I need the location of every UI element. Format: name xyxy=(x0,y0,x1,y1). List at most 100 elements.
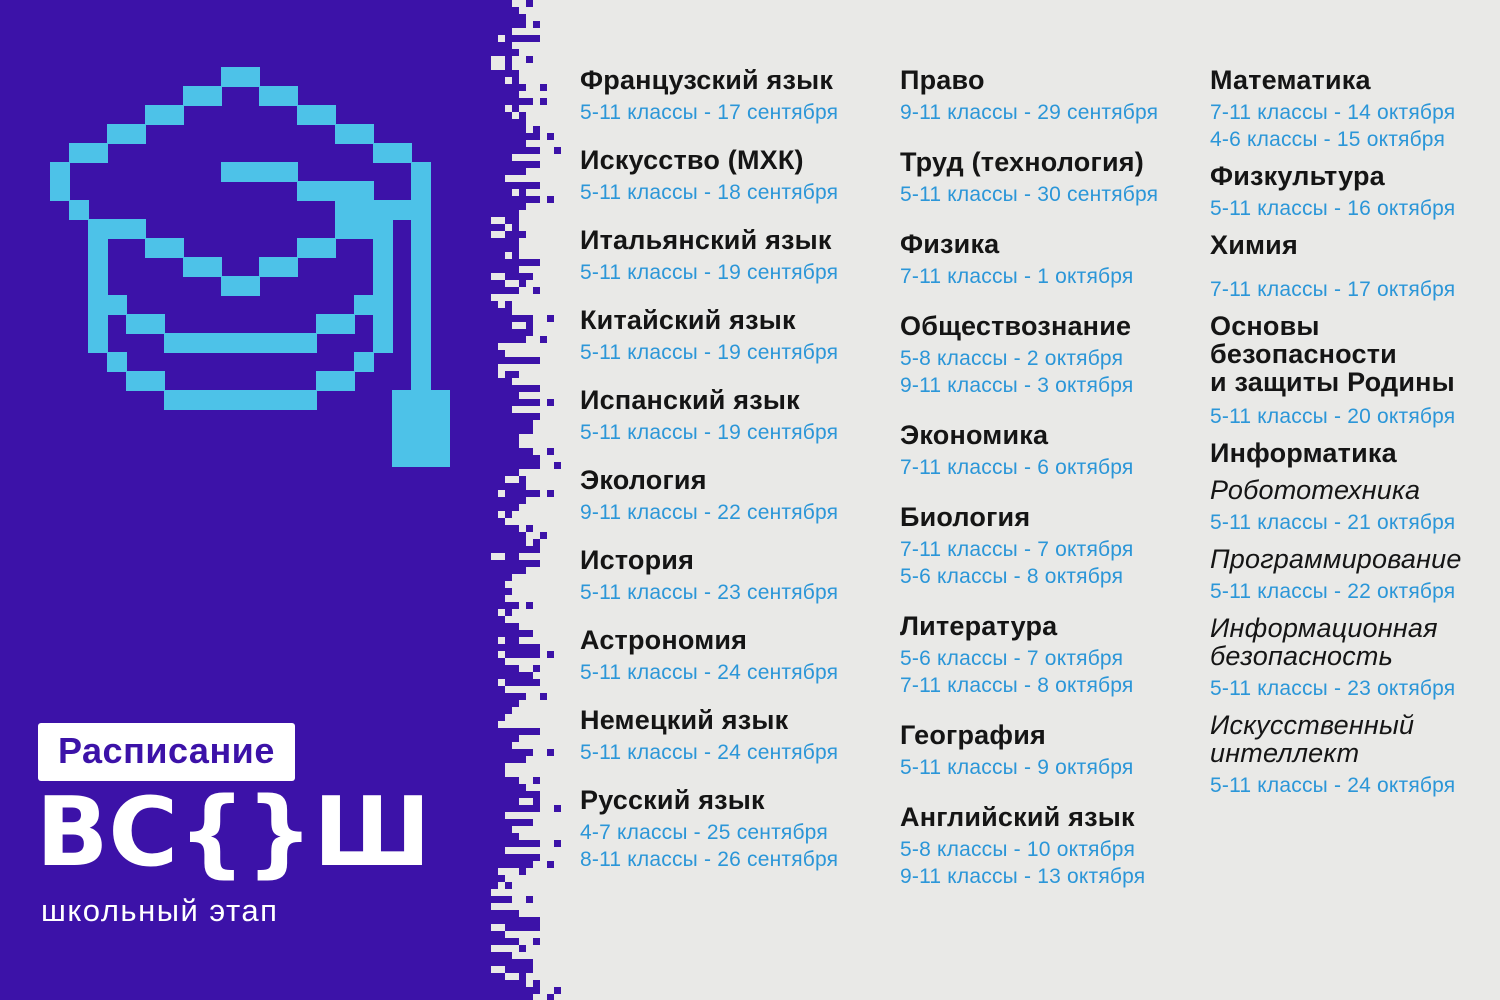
subject-title: Экология xyxy=(580,465,707,495)
cap-pixel xyxy=(297,238,317,258)
date-line: 7-11 классы - 17 октября xyxy=(1210,278,1456,301)
subject-title: Биология xyxy=(900,502,1031,532)
cap-pixel xyxy=(411,371,431,391)
subject-title: Литература xyxy=(900,611,1058,641)
subject-dates: 5-11 классы - 24 октября xyxy=(1210,772,1495,799)
cap-pixel xyxy=(297,333,317,353)
schedule-badge-label: Расписание xyxy=(58,730,275,771)
cap-pixel xyxy=(335,124,355,144)
cap-pixel xyxy=(50,162,70,182)
cap-pixel xyxy=(411,219,431,239)
cap-pixel xyxy=(107,295,127,315)
cap-pixel xyxy=(373,295,393,315)
subject-dates: 7-11 классы - 17 октября xyxy=(1210,276,1495,303)
subject-entry: Основы безопасности и защиты Родины 5-11 … xyxy=(1210,312,1495,430)
subject-entry: Физика 7-11 классы - 1 октября xyxy=(900,230,1210,290)
cap-pixel xyxy=(373,219,393,239)
cap-pixel xyxy=(107,352,127,372)
date-line: 5-11 классы - 23 сентября xyxy=(580,581,839,604)
date-line: 7-11 классы - 14 октября xyxy=(1210,101,1456,124)
cap-pixel xyxy=(411,333,431,353)
cap-pixel xyxy=(354,219,374,239)
cap-pixel xyxy=(373,238,393,258)
subject-title: Химия xyxy=(1210,230,1298,260)
cap-pixel xyxy=(278,162,298,182)
subject-dates: 5-11 классы - 19 сентября xyxy=(580,419,885,446)
date-line: 8-11 классы - 26 сентября xyxy=(580,848,839,871)
date-line: 5-11 классы - 19 сентября xyxy=(580,261,839,284)
cap-pixel xyxy=(411,200,431,220)
left-panel: Расписание ВС{}Ш школьный этап xyxy=(0,0,505,1000)
cap-pixel xyxy=(411,181,431,201)
subject-entry: Биология 7-11 классы - 7 октября 5-6 класс… xyxy=(900,503,1210,590)
cap-pixel xyxy=(126,219,146,239)
subject-dates: 7-11 классы - 1 октября xyxy=(900,263,1210,290)
subject-title: Русский язык xyxy=(580,785,765,815)
subject-dates: 5-11 классы - 21 октября xyxy=(1210,509,1495,536)
subject-entry: Физкультура 5-11 классы - 16 октября xyxy=(1210,162,1495,222)
subject-entry: Французский язык 5-11 классы - 17 сентябр… xyxy=(580,66,885,126)
cap-pixel xyxy=(430,428,450,448)
subject-entry: Робототехника 5-11 классы - 21 октября xyxy=(1210,476,1495,536)
date-line: 5-11 классы - 22 октября xyxy=(1210,580,1456,603)
cap-pixel xyxy=(107,124,127,144)
subject-entry: География 5-11 классы - 9 октября xyxy=(900,721,1210,781)
subject-title: История xyxy=(580,545,695,575)
subject-dates: 5-11 классы - 19 сентября xyxy=(580,259,885,286)
cap-pixel xyxy=(240,276,260,296)
cap-pixel xyxy=(145,238,165,258)
subject-title: Искусство (МХК) xyxy=(580,145,804,175)
subject-title: Испанский язык xyxy=(580,385,800,415)
cap-pixel xyxy=(240,162,260,182)
subject-dates: 9-11 классы - 22 сентября xyxy=(580,499,885,526)
date-line: 5-11 классы - 30 сентября xyxy=(900,183,1159,206)
subject-title: Информационная безопасность xyxy=(1210,613,1438,671)
cap-pixel xyxy=(373,200,393,220)
subject-entry: Русский язык 4-7 классы - 25 сентября 8-11… xyxy=(580,786,885,873)
subject-title: Право xyxy=(900,65,985,95)
cap-pixel xyxy=(354,200,374,220)
cap-pixel xyxy=(335,200,355,220)
subject-dates: 9-11 классы - 29 сентября xyxy=(900,99,1210,126)
subject-entry: Обществознание 5-8 классы - 2 октября 9-11… xyxy=(900,312,1210,399)
schedule-badge: Расписание xyxy=(38,723,295,781)
date-line: 7-11 классы - 8 октября xyxy=(900,674,1134,697)
stage-subtitle: школьный этап xyxy=(41,893,279,928)
cap-pixel xyxy=(88,257,108,277)
subject-dates: 5-11 классы - 24 сентября xyxy=(580,659,885,686)
subject-dates: 7-11 классы - 7 октября 5-6 классы - 8 ок… xyxy=(900,536,1210,590)
cap-pixel xyxy=(392,409,412,429)
subject-entry: Немецкий язык 5-11 классы - 24 сентября xyxy=(580,706,885,766)
cap-pixel xyxy=(392,390,412,410)
cap-pixel xyxy=(278,257,298,277)
cap-pixel xyxy=(411,352,431,372)
cap-pixel xyxy=(373,143,393,163)
cap-pixel xyxy=(259,333,279,353)
subject-dates: 5-11 классы - 23 октября xyxy=(1210,675,1495,702)
subject-dates: 5-11 классы - 17 сентября xyxy=(580,99,885,126)
subject-title: Физкультура xyxy=(1210,161,1385,191)
graduation-cap-icon xyxy=(50,67,450,467)
cap-pixel xyxy=(259,257,279,277)
schedule-column: Французский язык 5-11 классы - 17 сентябр… xyxy=(580,66,885,893)
date-line: 7-11 классы - 1 октября xyxy=(900,265,1134,288)
date-line: 9-11 классы - 3 октября xyxy=(900,374,1134,397)
cap-pixel xyxy=(183,257,203,277)
cap-pixel xyxy=(354,181,374,201)
cap-pixel xyxy=(411,162,431,182)
cap-pixel xyxy=(354,295,374,315)
subject-title: Итальянский язык xyxy=(580,225,832,255)
cap-pixel xyxy=(164,333,184,353)
schedule-column: Математика 7-11 классы - 14 октября 4-6 кл… xyxy=(1210,66,1495,808)
subject-title: Робототехника xyxy=(1210,475,1421,505)
subject-entry: Труд (технология) 5-11 классы - 30 сентяб… xyxy=(900,148,1210,208)
cap-pixel xyxy=(316,371,336,391)
date-line: 5-8 классы - 10 октября xyxy=(900,838,1136,861)
vsosh-logo: ВС{}Ш xyxy=(36,778,431,888)
cap-pixel xyxy=(297,181,317,201)
cap-pixel xyxy=(107,219,127,239)
cap-pixel xyxy=(335,314,355,334)
subject-dates: 5-11 классы - 19 сентября xyxy=(580,339,885,366)
date-line: 5-11 классы - 19 сентября xyxy=(580,341,839,364)
